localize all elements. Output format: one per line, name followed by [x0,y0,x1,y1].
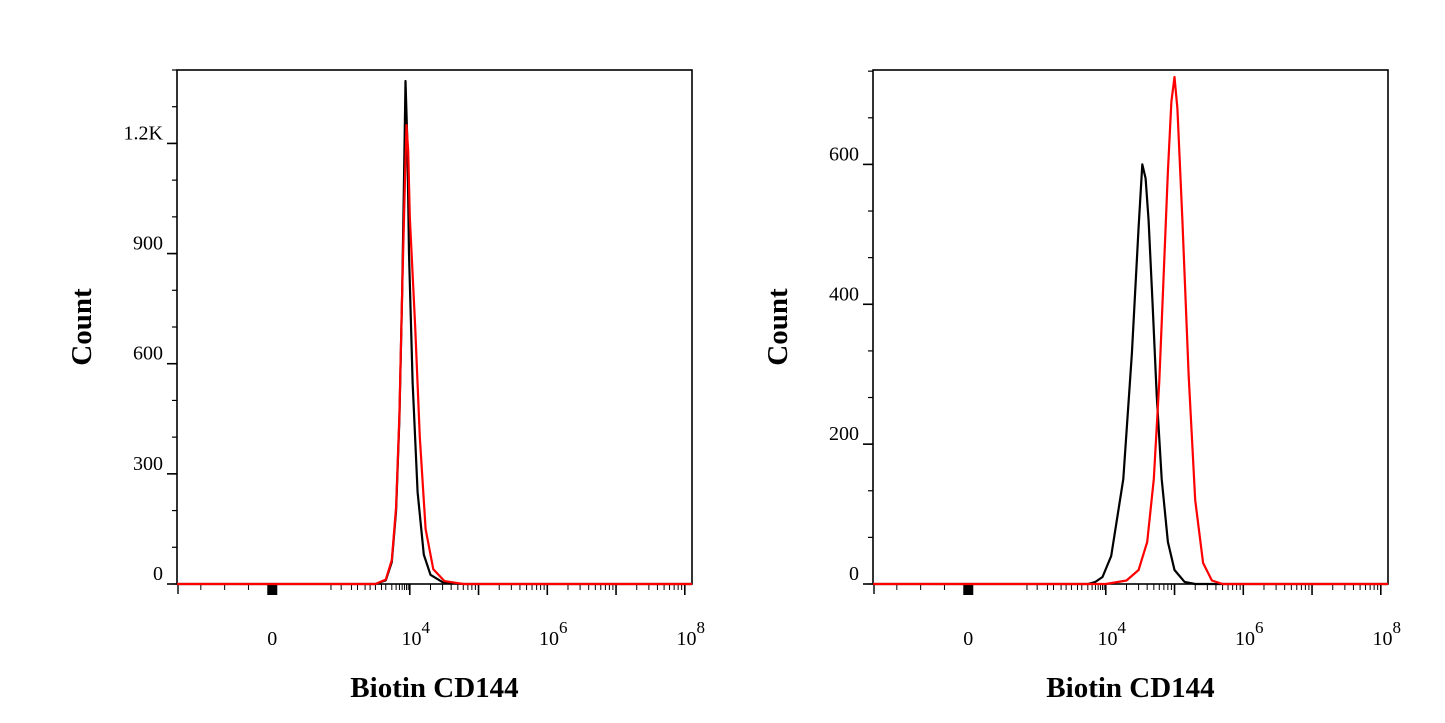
x-zero-marker [267,584,278,595]
y-axis-title: Count [762,288,794,366]
x-zero-marker [963,584,974,595]
x-tick-label: 106 [1235,618,1264,650]
y-tick-label: 400 [829,283,859,305]
x-tick-label: 106 [539,618,568,650]
y-tick-label: 300 [133,453,163,475]
y-tick-label: 0 [849,563,859,585]
panel-1: 0 300 600 900 1.2K 0 104 106 108 Biotin CD144 Coun… [66,69,706,704]
y-tick-label: 600 [829,143,859,165]
y-tick-label: 600 [133,343,163,365]
y-tick-label: 0 [153,563,163,585]
y-axis-title: Count [66,288,98,366]
plot-frame [872,69,1389,585]
series-line-1 [873,163,1388,586]
y-tick-label: 200 [829,423,859,445]
series-line-2 [177,124,692,586]
x-tick-label: 0 [267,628,277,650]
x-axis-title: Biotin CD144 [350,672,518,704]
panel-2: 0 200 400 600 0 104 106 108 Biotin CD144 Count [762,69,1402,704]
series-line-1 [177,79,692,586]
x-tick-label: 104 [1098,618,1127,650]
plot-frame [176,69,693,585]
x-tick-label: 108 [677,618,706,650]
x-axis-title: Biotin CD144 [1046,672,1214,704]
x-tick-label: 108 [1373,618,1402,650]
y-tick-label: 900 [133,233,163,255]
y-tick-label: 1.2K [124,122,164,144]
x-tick-label: 104 [402,618,431,650]
series-line-2 [873,75,1388,586]
x-tick-label: 0 [963,628,973,650]
